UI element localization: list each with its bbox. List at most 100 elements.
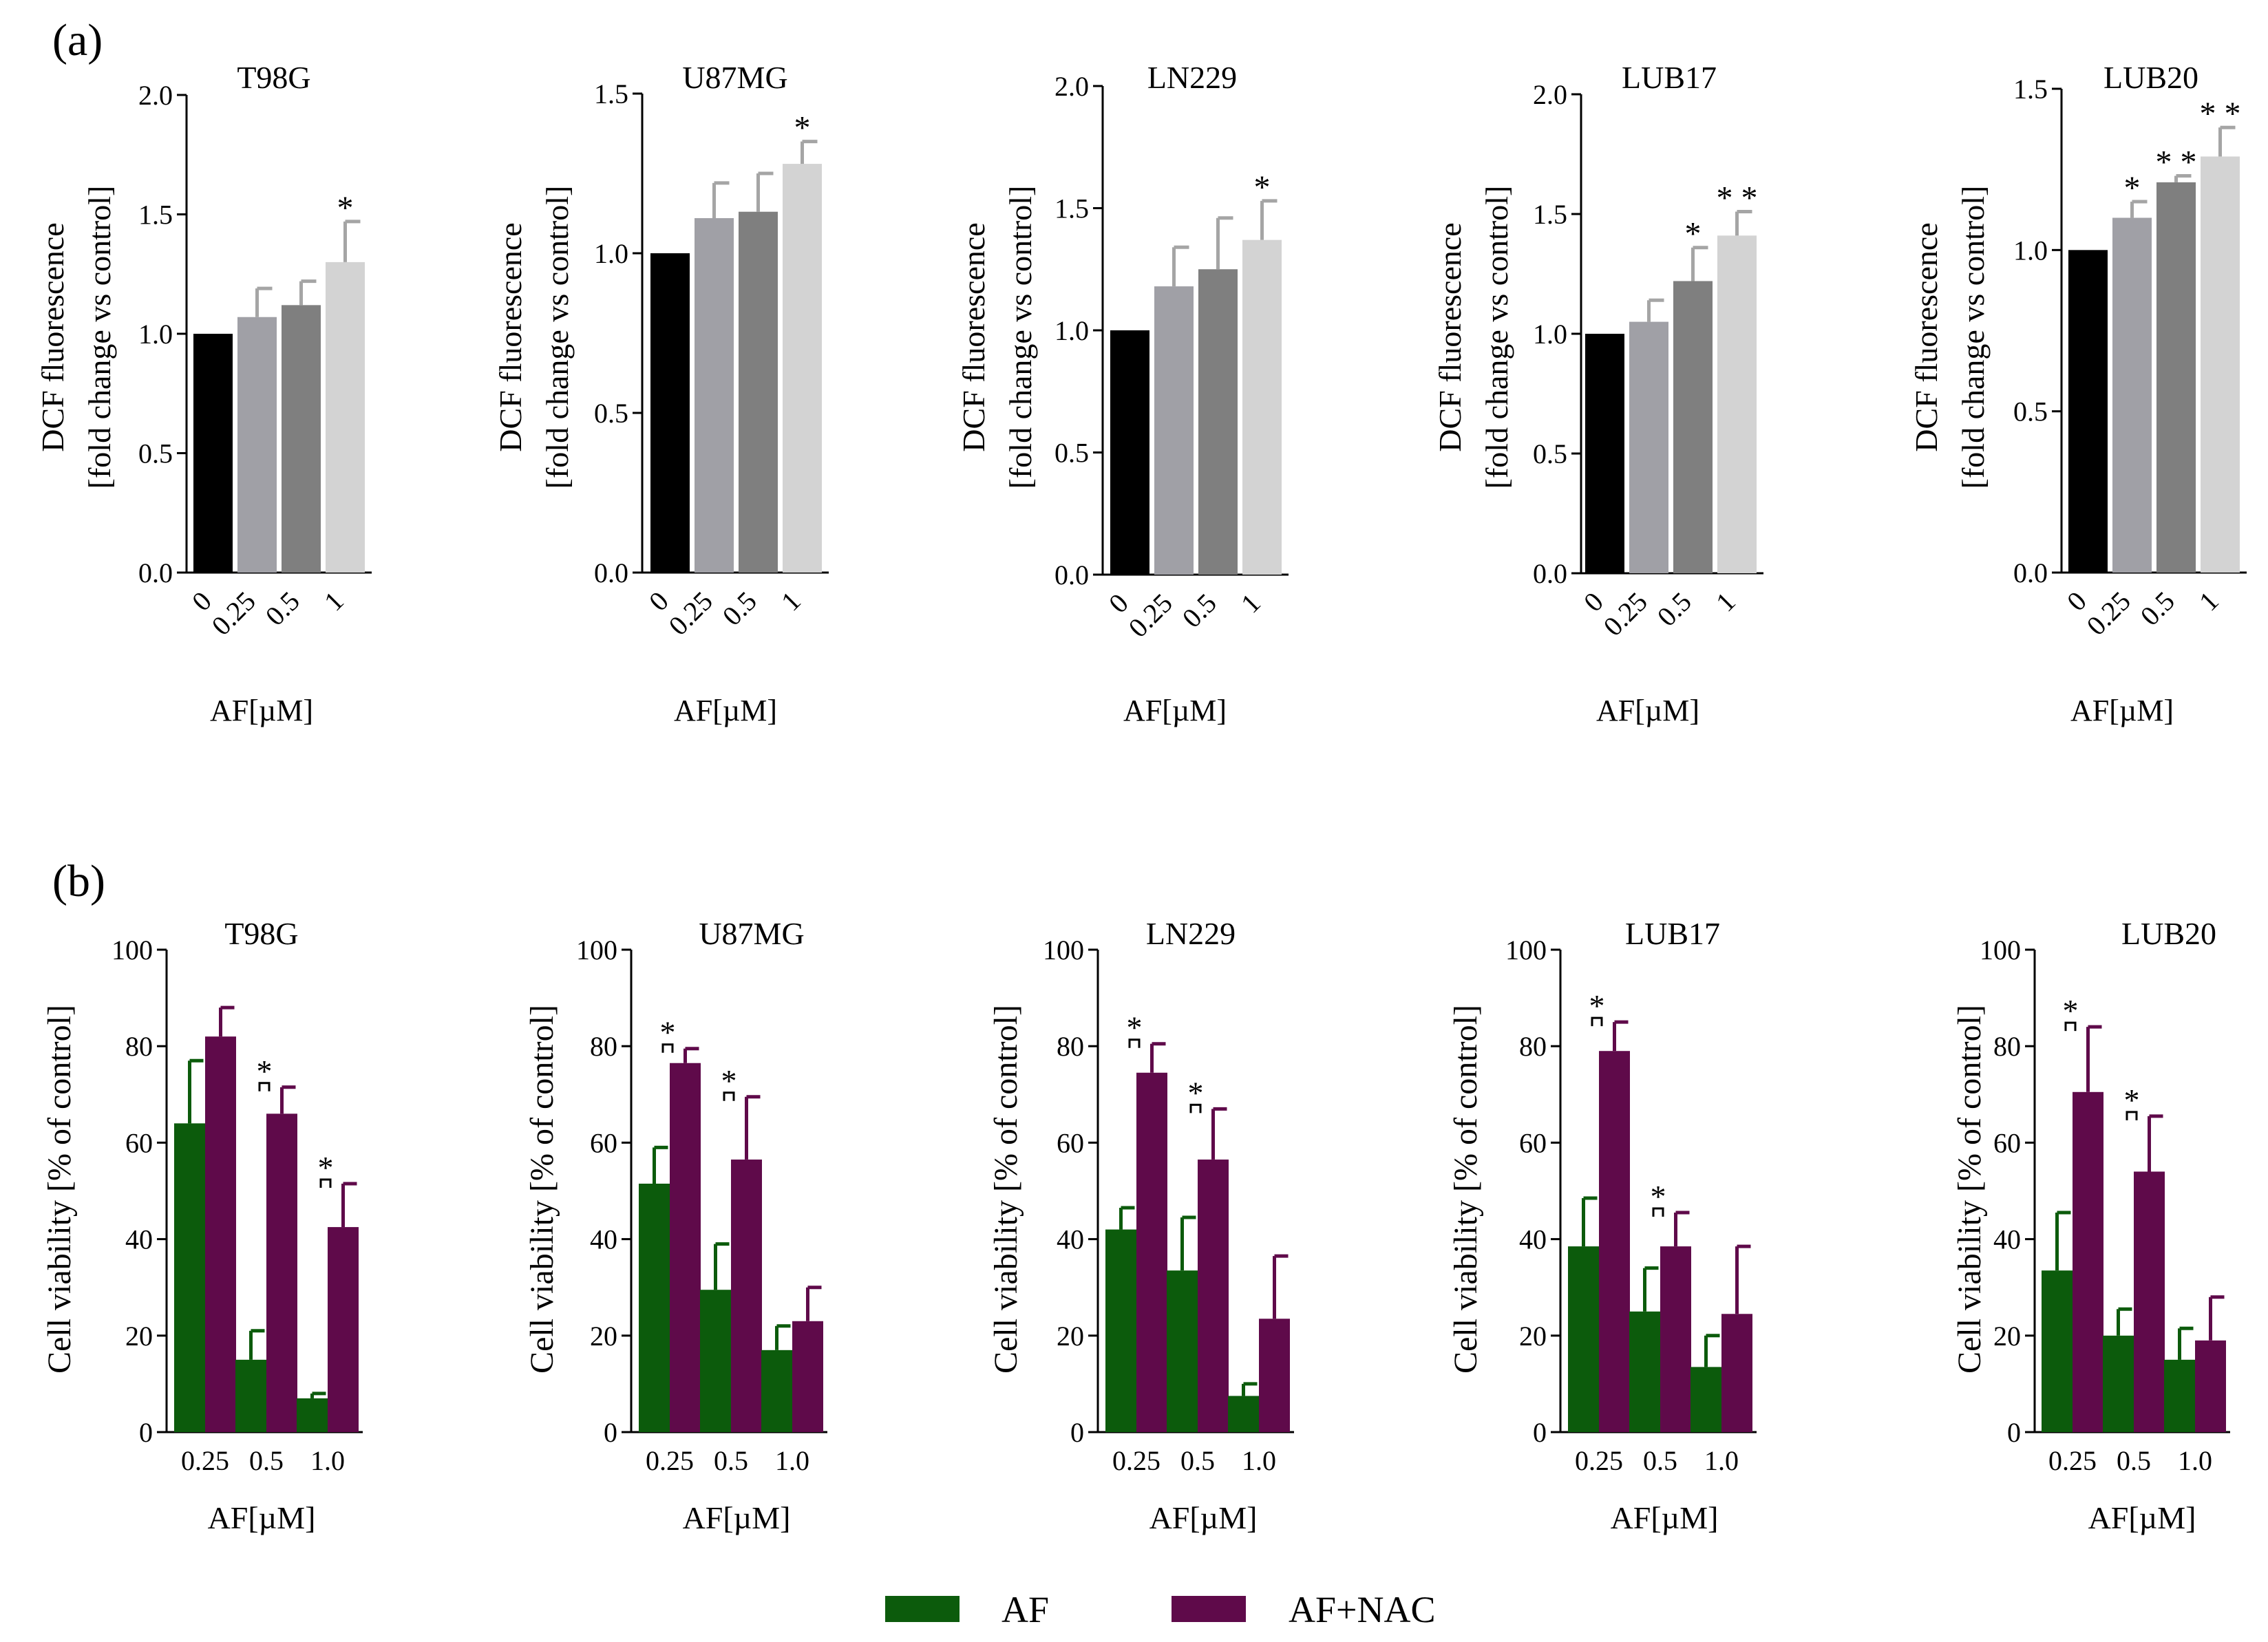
y-tick-label: 100	[112, 935, 153, 966]
bar-af-nac	[2134, 1171, 2165, 1432]
significance-marker: *	[1589, 988, 1605, 1023]
y-axis-label: DCF fluorescence [fold change vs control]	[956, 186, 1038, 489]
plots-layer: 0.0 0.5 1.0 1.5 2.0 T98G DCF fluorescence [fold…	[35, 60, 2247, 1535]
x-tick-label: 0.25	[181, 1445, 229, 1476]
bar	[282, 305, 321, 573]
bar-af-nac	[205, 1036, 236, 1432]
significance-bracket	[319, 1178, 332, 1188]
y-tick-label: 0	[1533, 1417, 1547, 1448]
x-axis-label: AF[µM]	[2070, 694, 2174, 727]
x-tick-label: 0.25	[206, 586, 262, 641]
significance-bracket	[1128, 1038, 1141, 1048]
y-tick-label: 2.0	[138, 80, 173, 111]
bar	[2112, 217, 2152, 573]
x-tick-label: 1	[1710, 586, 1741, 618]
y-tick-label: 2.0	[1054, 71, 1089, 102]
significance-bracket	[2064, 1021, 2077, 1032]
y-tick-label: 80	[125, 1031, 153, 1062]
y-tick-label: 60	[1519, 1127, 1547, 1158]
bar-af-nac	[328, 1227, 359, 1432]
significance-bracket	[1591, 1016, 1603, 1027]
y-tick-label: 20	[125, 1321, 153, 1352]
x-tick-label: 0.5	[714, 1445, 748, 1476]
bar-af	[639, 1183, 670, 1432]
bar-af-nac	[1136, 1072, 1167, 1432]
y-axis-label: Cell viability [% of control]	[988, 1005, 1024, 1374]
x-tick-label: 1.0	[775, 1445, 809, 1476]
x-tick-label: 1	[775, 586, 807, 617]
chart-a-t98g: 0.0 0.5 1.0 1.5 2.0 T98G DCF fluorescence [fold…	[35, 60, 372, 727]
significance-bracket	[661, 1043, 674, 1053]
y-tick-label: 40	[590, 1224, 617, 1255]
y-tick-label: 80	[590, 1031, 617, 1062]
x-tick-label: 1.0	[2178, 1445, 2212, 1476]
bar	[326, 262, 365, 573]
y-axis-label: Cell viability [% of control]	[1951, 1005, 1988, 1374]
chart-title: LUB17	[1625, 916, 1720, 951]
x-tick-label: 1.0	[310, 1445, 345, 1476]
y-tick-label: 0.5	[1054, 438, 1089, 469]
y-tick-label: 0	[2007, 1417, 2021, 1448]
chart-b-u87mg: 0 20 40 60 80 100 U87MG Cell viability [% of co…	[524, 916, 827, 1535]
y-tick-label: 20	[1519, 1321, 1547, 1352]
y-tick-label: 1.0	[1054, 315, 1089, 346]
x-tick-label: 0.5	[717, 586, 763, 632]
y-tick-label: 0	[604, 1417, 617, 1448]
chart-a-ln229: 0.0 0.5 1.0 1.5 2.0 LN229 DCF fluorescence [fol…	[956, 60, 1289, 727]
significance-marker: *	[2124, 170, 2141, 206]
chart-title: LN229	[1146, 916, 1236, 951]
y-tick-label: 100	[576, 935, 617, 966]
y-axis-label-line: DCF fluorescence	[35, 222, 70, 451]
bar-af	[2103, 1335, 2134, 1432]
bar-af-nac	[2195, 1340, 2226, 1432]
significance-bracket	[2126, 1111, 2138, 1120]
x-tick-label: 0.5	[2117, 1445, 2151, 1476]
x-axis-label: AF[µM]	[1123, 694, 1227, 727]
significance-marker: * *	[2156, 145, 2197, 181]
chart-title: U87MG	[682, 60, 787, 95]
x-tick-label: 1	[318, 586, 350, 617]
significance-bracket	[1652, 1207, 1664, 1217]
y-tick-label: 0.5	[2013, 396, 2048, 427]
significance-marker: * *	[1717, 180, 1758, 217]
y-tick-label: 80	[1519, 1031, 1547, 1062]
bar	[193, 334, 233, 573]
x-tick-label: 0.25	[646, 1445, 694, 1476]
bar	[237, 317, 277, 573]
bar-af	[235, 1359, 266, 1432]
y-axis-label-line: DCF fluorescence	[1432, 222, 1467, 451]
bar-af-nac	[1660, 1246, 1691, 1432]
bar-af	[1228, 1396, 1259, 1432]
y-tick-label: 40	[1993, 1224, 2021, 1255]
y-tick-label: 80	[1057, 1031, 1084, 1062]
x-axis-label: AF[µM]	[1149, 1500, 1258, 1535]
bar-af	[2042, 1270, 2073, 1432]
x-tick-label: 0.5	[1651, 586, 1697, 632]
y-tick-label: 40	[1519, 1224, 1547, 1255]
y-tick-label: 0.5	[594, 398, 628, 429]
y-tick-label: 20	[1057, 1321, 1084, 1352]
significance-marker: *	[1651, 1179, 1666, 1214]
significance-marker: *	[2124, 1083, 2140, 1118]
bar	[739, 211, 778, 573]
chart-title: LUB20	[2121, 916, 2216, 951]
legend-label-af: AF	[1001, 1589, 1049, 1630]
significance-marker: *	[318, 1150, 334, 1185]
y-tick-label: 0.0	[1054, 559, 1089, 590]
bar	[1585, 334, 1624, 573]
chart-b-lub20: 0 20 40 60 80 100 LUB20 Cell viability [% of co…	[1951, 916, 2230, 1535]
significance-marker: *	[257, 1054, 273, 1089]
y-tick-label: 1.5	[2013, 74, 2048, 105]
x-tick-label: 0.25	[2048, 1445, 2097, 1476]
panel-label-b: (b)	[52, 856, 105, 906]
bar-af-nac	[792, 1321, 823, 1432]
y-axis-label-line: [fold change vs control]	[540, 186, 575, 489]
x-tick-label: 0.25	[2081, 586, 2137, 641]
chart-b-ln229: 0 20 40 60 80 100 LN229 Cell viability [% of co…	[988, 916, 1294, 1535]
bar	[1717, 235, 1757, 573]
chart-a-lub20: 0.0 0.5 1.0 1.5 LUB20 DCF fluorescence [fold c…	[1909, 60, 2247, 727]
x-tick-label: 0.5	[2134, 586, 2181, 632]
y-axis-label-line: [fold change vs control]	[1003, 186, 1038, 489]
bar	[1154, 286, 1194, 575]
